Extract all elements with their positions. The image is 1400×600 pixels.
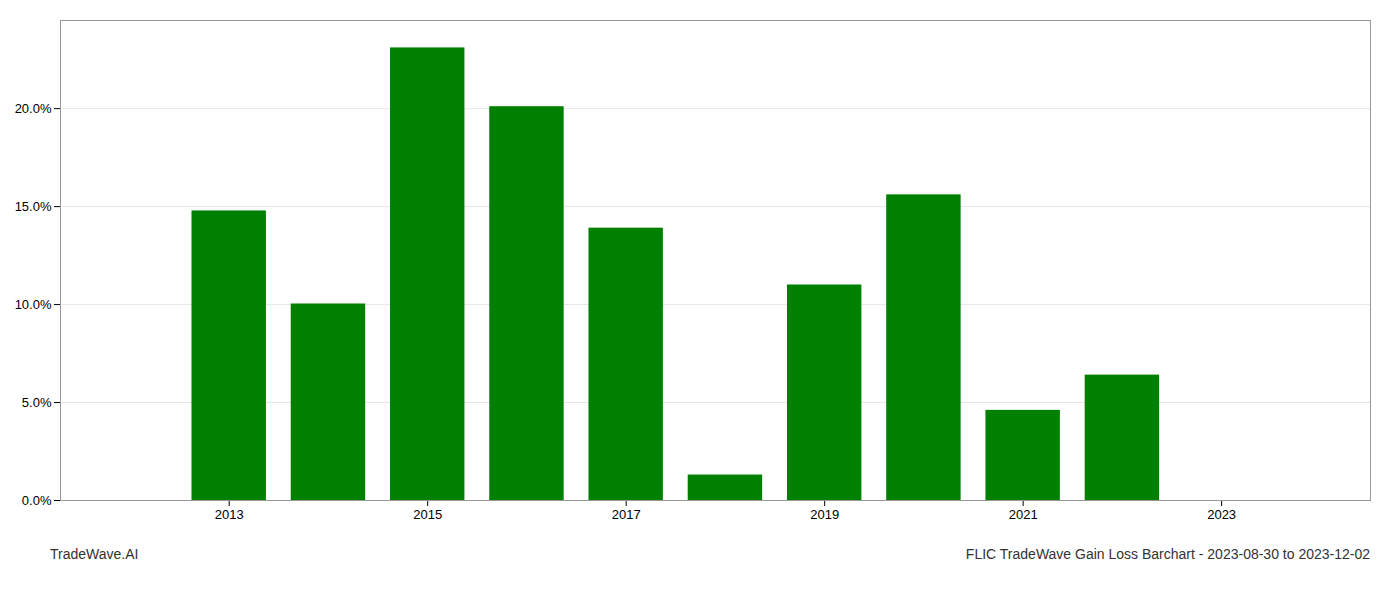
svg-text:0.0%: 0.0% [22, 493, 52, 508]
html-text:FLIC TradeWave Gain Loss Barch: FLIC TradeWave Gain Loss Barchart - 2023… [965, 546, 1370, 562]
svg-text:2013: 2013 [215, 507, 244, 522]
svg-text:15.0%: 15.0% [15, 199, 52, 214]
svg-text:20.0%: 20.0% [15, 101, 52, 116]
svg-text:2021: 2021 [1009, 507, 1038, 522]
svg-text:2019: 2019 [810, 507, 839, 522]
svg-text:2017: 2017 [612, 507, 641, 522]
svg-text:5.0%: 5.0% [22, 395, 52, 410]
svg-text:10.0%: 10.0% [15, 297, 52, 312]
html-text:TradeWave.AI: TradeWave.AI [50, 546, 139, 562]
svg-text:2023: 2023 [1207, 507, 1236, 522]
svg-text:2015: 2015 [413, 507, 442, 522]
